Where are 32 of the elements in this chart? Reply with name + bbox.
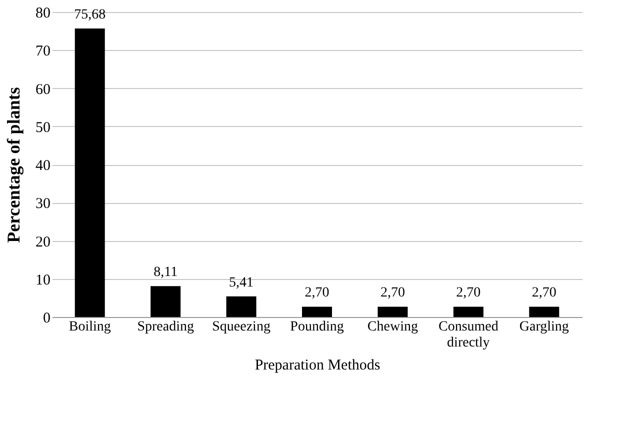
bar (453, 306, 484, 317)
data-label: 2,70 (380, 286, 405, 301)
y-tick-label: 60 (36, 82, 50, 98)
x-tick-label: Boiling (68, 320, 111, 334)
bar (150, 286, 181, 317)
y-tick-label: 10 (36, 272, 50, 288)
y-tick-label: 70 (36, 44, 50, 60)
x-tick-label: Chewing (367, 320, 418, 334)
y-tick-label: 40 (36, 158, 50, 174)
bar (226, 296, 256, 317)
data-label: 2,70 (304, 286, 330, 301)
x-tick-label: Pounding (290, 320, 344, 334)
data-label: 8,11 (154, 265, 178, 280)
data-label: 2,70 (532, 286, 556, 301)
bar (302, 306, 332, 317)
x-tick-label: Spreading (137, 320, 194, 334)
data-label: 75,68 (74, 7, 106, 22)
x-axis-title: Preparation Methods (254, 358, 380, 374)
y-tick-label: 50 (36, 120, 50, 136)
data-label: 5,41 (229, 275, 254, 290)
y-axis-title: Percentage of plants (4, 87, 24, 243)
x-tick-label: Squeezing (212, 320, 270, 334)
y-tick-label: 80 (36, 6, 50, 22)
bar (378, 306, 408, 317)
y-tick-label: 30 (36, 196, 50, 212)
y-tick-label: 20 (36, 234, 50, 250)
data-label: 2,70 (456, 286, 481, 301)
y-tick-label: 0 (43, 310, 50, 326)
bar (529, 306, 560, 317)
bar (74, 28, 105, 317)
x-tick-label: Gargling (519, 320, 569, 334)
x-tick-label: Consumed directly (438, 320, 498, 350)
